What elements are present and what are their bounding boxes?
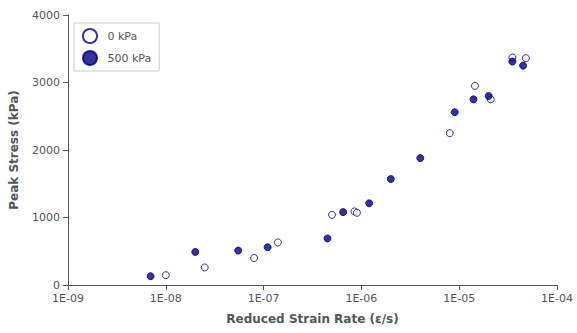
svg-text:1E-08: 1E-08 [150, 292, 182, 305]
svg-text:1E-04: 1E-04 [541, 292, 573, 305]
svg-text:1000: 1000 [32, 211, 60, 224]
svg-text:1E-05: 1E-05 [443, 292, 475, 305]
svg-text:4000: 4000 [32, 9, 60, 22]
svg-text:Peak Stress (kPa): Peak Stress (kPa) [7, 90, 21, 210]
svg-text:3000: 3000 [32, 76, 60, 89]
svg-text:0 kPa: 0 kPa [108, 30, 138, 43]
svg-text:0: 0 [53, 279, 60, 292]
svg-text:Reduced Strain Rate (ε/s): Reduced Strain Rate (ε/s) [226, 312, 398, 326]
svg-text:1E-09: 1E-09 [52, 292, 84, 305]
svg-text:1E-07: 1E-07 [248, 292, 280, 305]
svg-text:2000: 2000 [32, 144, 60, 157]
svg-text:1E-06: 1E-06 [345, 292, 377, 305]
svg-text:500 kPa: 500 kPa [108, 52, 152, 65]
